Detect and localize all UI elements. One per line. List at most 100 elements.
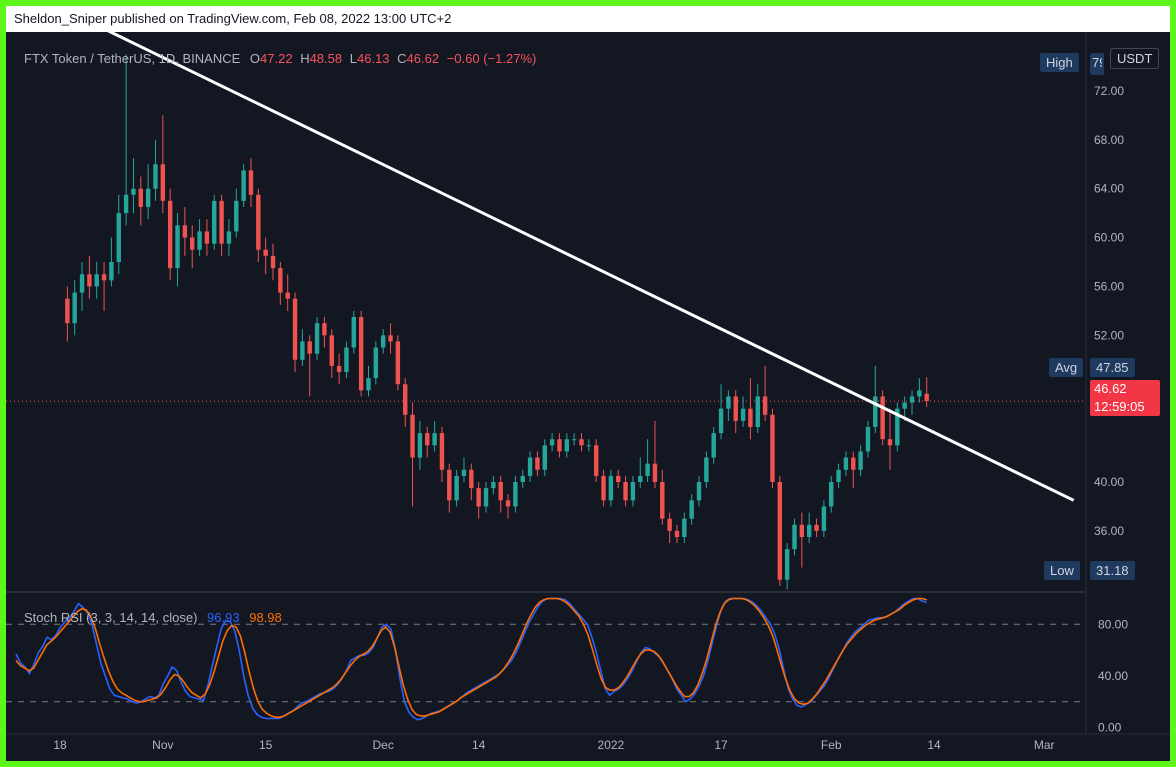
candle-body (814, 524, 819, 531)
close-value: 46.62 (406, 51, 440, 66)
candle-body (777, 482, 783, 580)
candle-body (153, 164, 158, 189)
indicator-name[interactable]: Stoch RSI (3, 3, 14, 14, close) (24, 610, 198, 625)
last-price-badge: 46.62 12:59:05 (1090, 380, 1160, 416)
price-tick-label: 68.00 (1094, 133, 1124, 147)
stoch-rsi-pane[interactable] (6, 597, 1086, 721)
time-tick-label: 18 (53, 738, 67, 752)
candle-body (234, 200, 239, 232)
price-tick-label: 40.00 (1094, 475, 1124, 489)
candle-body (571, 439, 577, 441)
candle-body (513, 482, 518, 507)
candle-body (138, 188, 143, 207)
candle-body (101, 274, 107, 281)
candle-body (314, 323, 320, 354)
candle-body (380, 335, 386, 348)
candle-body (520, 475, 525, 482)
rsi-tick-label: 40.00 (1098, 669, 1128, 683)
close-label: C (397, 51, 407, 66)
candle-body (564, 439, 570, 452)
candle-body (924, 393, 929, 402)
avg-badge-value: 47.85 (1090, 358, 1135, 377)
candle-body (322, 323, 327, 336)
candle-body (417, 433, 423, 458)
candle-body (527, 457, 533, 476)
candles[interactable] (65, 54, 929, 590)
indicator-legend[interactable]: Stoch RSI (3, 3, 14, 14, close) 96.93 98… (24, 610, 282, 625)
candle-body (836, 469, 841, 482)
candle-body (557, 439, 562, 452)
low-badge: Low (1044, 561, 1080, 580)
candle-body (197, 231, 202, 250)
candle-body (403, 384, 408, 415)
candle-body (579, 439, 584, 446)
candle-body (593, 445, 599, 476)
candle-body (366, 378, 371, 391)
candle-body (689, 500, 694, 519)
candle-body (461, 469, 467, 476)
candle-body (542, 445, 547, 470)
high-badge: High (1040, 53, 1079, 72)
candle-body (718, 408, 724, 434)
high-value: 48.58 (309, 51, 343, 66)
open-label: O (249, 51, 261, 66)
price-tick-label: 52.00 (1094, 328, 1124, 342)
candle-body (851, 457, 856, 470)
candle-body (660, 482, 665, 519)
axes: 72.00 68.00 64.00 60.00 56.00 52.00 40.00 36.00… (53, 84, 1128, 752)
stoch-rsi-d-line (15, 597, 927, 719)
chart-window: Sheldon_Sniper published on TradingView.… (6, 6, 1170, 761)
candle-body (535, 457, 540, 470)
k-value: 96.93 (207, 610, 240, 625)
candle-body (638, 475, 643, 482)
candle-body (784, 549, 790, 580)
chart-canvas[interactable]: 72.00 68.00 64.00 60.00 56.00 52.00 40.00 36.00… (6, 32, 1170, 761)
candle-body (696, 482, 702, 501)
candle-body (873, 396, 878, 427)
candle-body (285, 292, 290, 299)
price-tick-label: 72.00 (1094, 84, 1124, 98)
candle-body (329, 335, 334, 366)
candle-body (682, 518, 687, 537)
candle-body (432, 433, 437, 446)
candle-body (226, 231, 232, 244)
candle-body (748, 408, 753, 427)
candle-body (212, 200, 217, 244)
candle-body (483, 488, 489, 507)
time-tick-label: 14 (927, 738, 941, 752)
candle-body (799, 524, 805, 537)
candle-body (586, 445, 592, 447)
high-badge-value: 79.00 (1090, 53, 1104, 75)
candle-body (263, 249, 268, 256)
time-tick-label: Mar (1034, 738, 1055, 752)
last-price-value: 46.62 (1094, 381, 1127, 396)
avg-badge: Avg (1049, 358, 1084, 377)
candle-body (762, 396, 768, 415)
candle-body (278, 268, 283, 293)
time-tick-label: 17 (714, 738, 728, 752)
candle-body (667, 518, 672, 531)
candle-body (344, 347, 349, 372)
symbol-legend[interactable]: FTX Token / TetherUS, 1D, BINANCE O47.22… (24, 51, 536, 66)
candle-body (351, 317, 356, 348)
candle-body (175, 225, 180, 269)
candle-body (190, 237, 195, 250)
currency-button[interactable]: USDT (1110, 48, 1160, 69)
candle-body (792, 524, 797, 550)
candle-body (498, 482, 503, 501)
candle-body (256, 194, 261, 250)
candle-body (726, 396, 731, 409)
candle-body (821, 506, 827, 531)
price-tick-label: 60.00 (1094, 231, 1124, 245)
candle-body (491, 482, 496, 489)
open-value: 47.22 (260, 51, 293, 66)
candle-body (131, 188, 136, 195)
symbol-title[interactable]: FTX Token / TetherUS, 1D, BINANCE (24, 51, 241, 66)
price-tick-label: 36.00 (1094, 524, 1124, 538)
candle-body (645, 463, 650, 476)
grid (6, 32, 1170, 735)
candle-body (241, 170, 246, 201)
price-tick-label: 64.00 (1094, 182, 1124, 196)
candle-body (469, 469, 474, 489)
trendline-group[interactable] (31, 32, 1075, 502)
